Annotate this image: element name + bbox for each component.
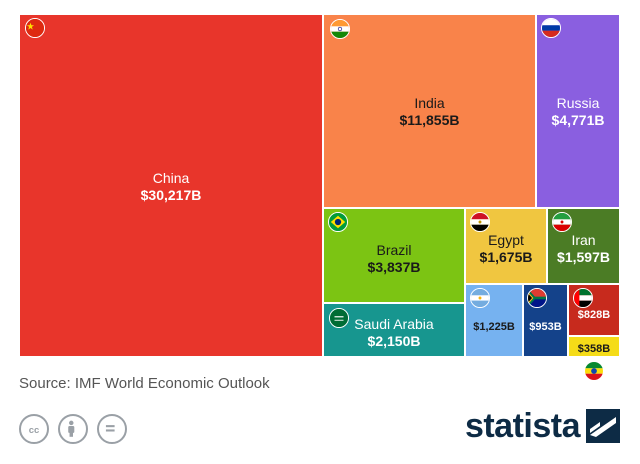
tile-value: $4,771B <box>551 112 605 128</box>
no-derivatives-icon <box>97 414 127 444</box>
tile-name: China <box>152 169 190 186</box>
tile-label: Egypt $1,675B <box>466 232 546 266</box>
iran-flag-icon <box>552 212 572 232</box>
china-flag-icon <box>25 18 45 38</box>
india-flag-icon <box>330 19 350 39</box>
uae-flag-icon <box>573 288 593 308</box>
treemap-tile: China $30,217B <box>19 14 323 357</box>
egypt-flag-icon <box>470 212 490 232</box>
tile-label: India $11,855B <box>324 95 535 129</box>
tile-label: Saudi Arabia $2,150B <box>324 316 464 350</box>
saudi-arabia-flag-icon <box>329 308 349 328</box>
tile-name: Saudi Arabia <box>354 316 434 332</box>
tile-name: Brazil <box>376 241 412 258</box>
tile-label: $828B <box>569 309 619 322</box>
treemap-chart: China $30,217B India $11,855B Russia $4,771B B… <box>19 14 620 381</box>
tile-value: $953B <box>529 320 562 333</box>
svg-text:cc: cc <box>29 425 40 436</box>
treemap-tile: Russia $4,771B <box>536 14 620 208</box>
tile-value: $11,855B <box>399 112 460 128</box>
creative-commons-icon: cc <box>19 414 49 444</box>
statista-logo: statista <box>465 406 620 446</box>
tile-value: $2,150B <box>367 333 421 349</box>
source-note: Source: IMF World Economic Outlook <box>19 375 270 392</box>
tile-value: $1,597B <box>557 249 610 265</box>
tile-name: Russia <box>556 95 600 111</box>
tile-label: $953B <box>524 321 567 334</box>
south-africa-flag-icon <box>527 288 547 308</box>
treemap-tile: Brazil $3,837B <box>323 208 465 303</box>
treemap-tile: India $11,855B <box>323 14 536 208</box>
tile-value: $828B <box>577 308 611 321</box>
tile-label: $358B <box>569 343 619 356</box>
statista-mark-icon <box>586 409 620 443</box>
treemap-tile: $828B <box>568 284 620 336</box>
tile-value: $1,225B <box>473 320 515 333</box>
brazil-flag-icon <box>328 212 348 232</box>
tile-value: $30,217B <box>140 186 202 203</box>
attribution-icon <box>58 414 88 444</box>
tile-name: Iran <box>571 232 596 248</box>
ethiopia-flag-icon <box>584 361 604 381</box>
argentina-flag-icon <box>470 288 490 308</box>
tile-label: China $30,217B <box>20 170 322 204</box>
tile-label: Russia $4,771B <box>537 95 619 129</box>
tile-value: $358B <box>577 343 611 355</box>
treemap-tile: $358B <box>568 336 620 357</box>
tile-name: Egypt <box>488 232 524 248</box>
tile-label: Iran $1,597B <box>548 232 619 266</box>
tile-name: India <box>414 95 445 111</box>
russia-flag-icon <box>541 18 561 38</box>
tile-value: $3,837B <box>367 258 421 275</box>
tile-label: Brazil $3,837B <box>324 242 464 276</box>
tile-label: $1,225B <box>466 321 522 334</box>
tile-value: $1,675B <box>479 249 533 265</box>
